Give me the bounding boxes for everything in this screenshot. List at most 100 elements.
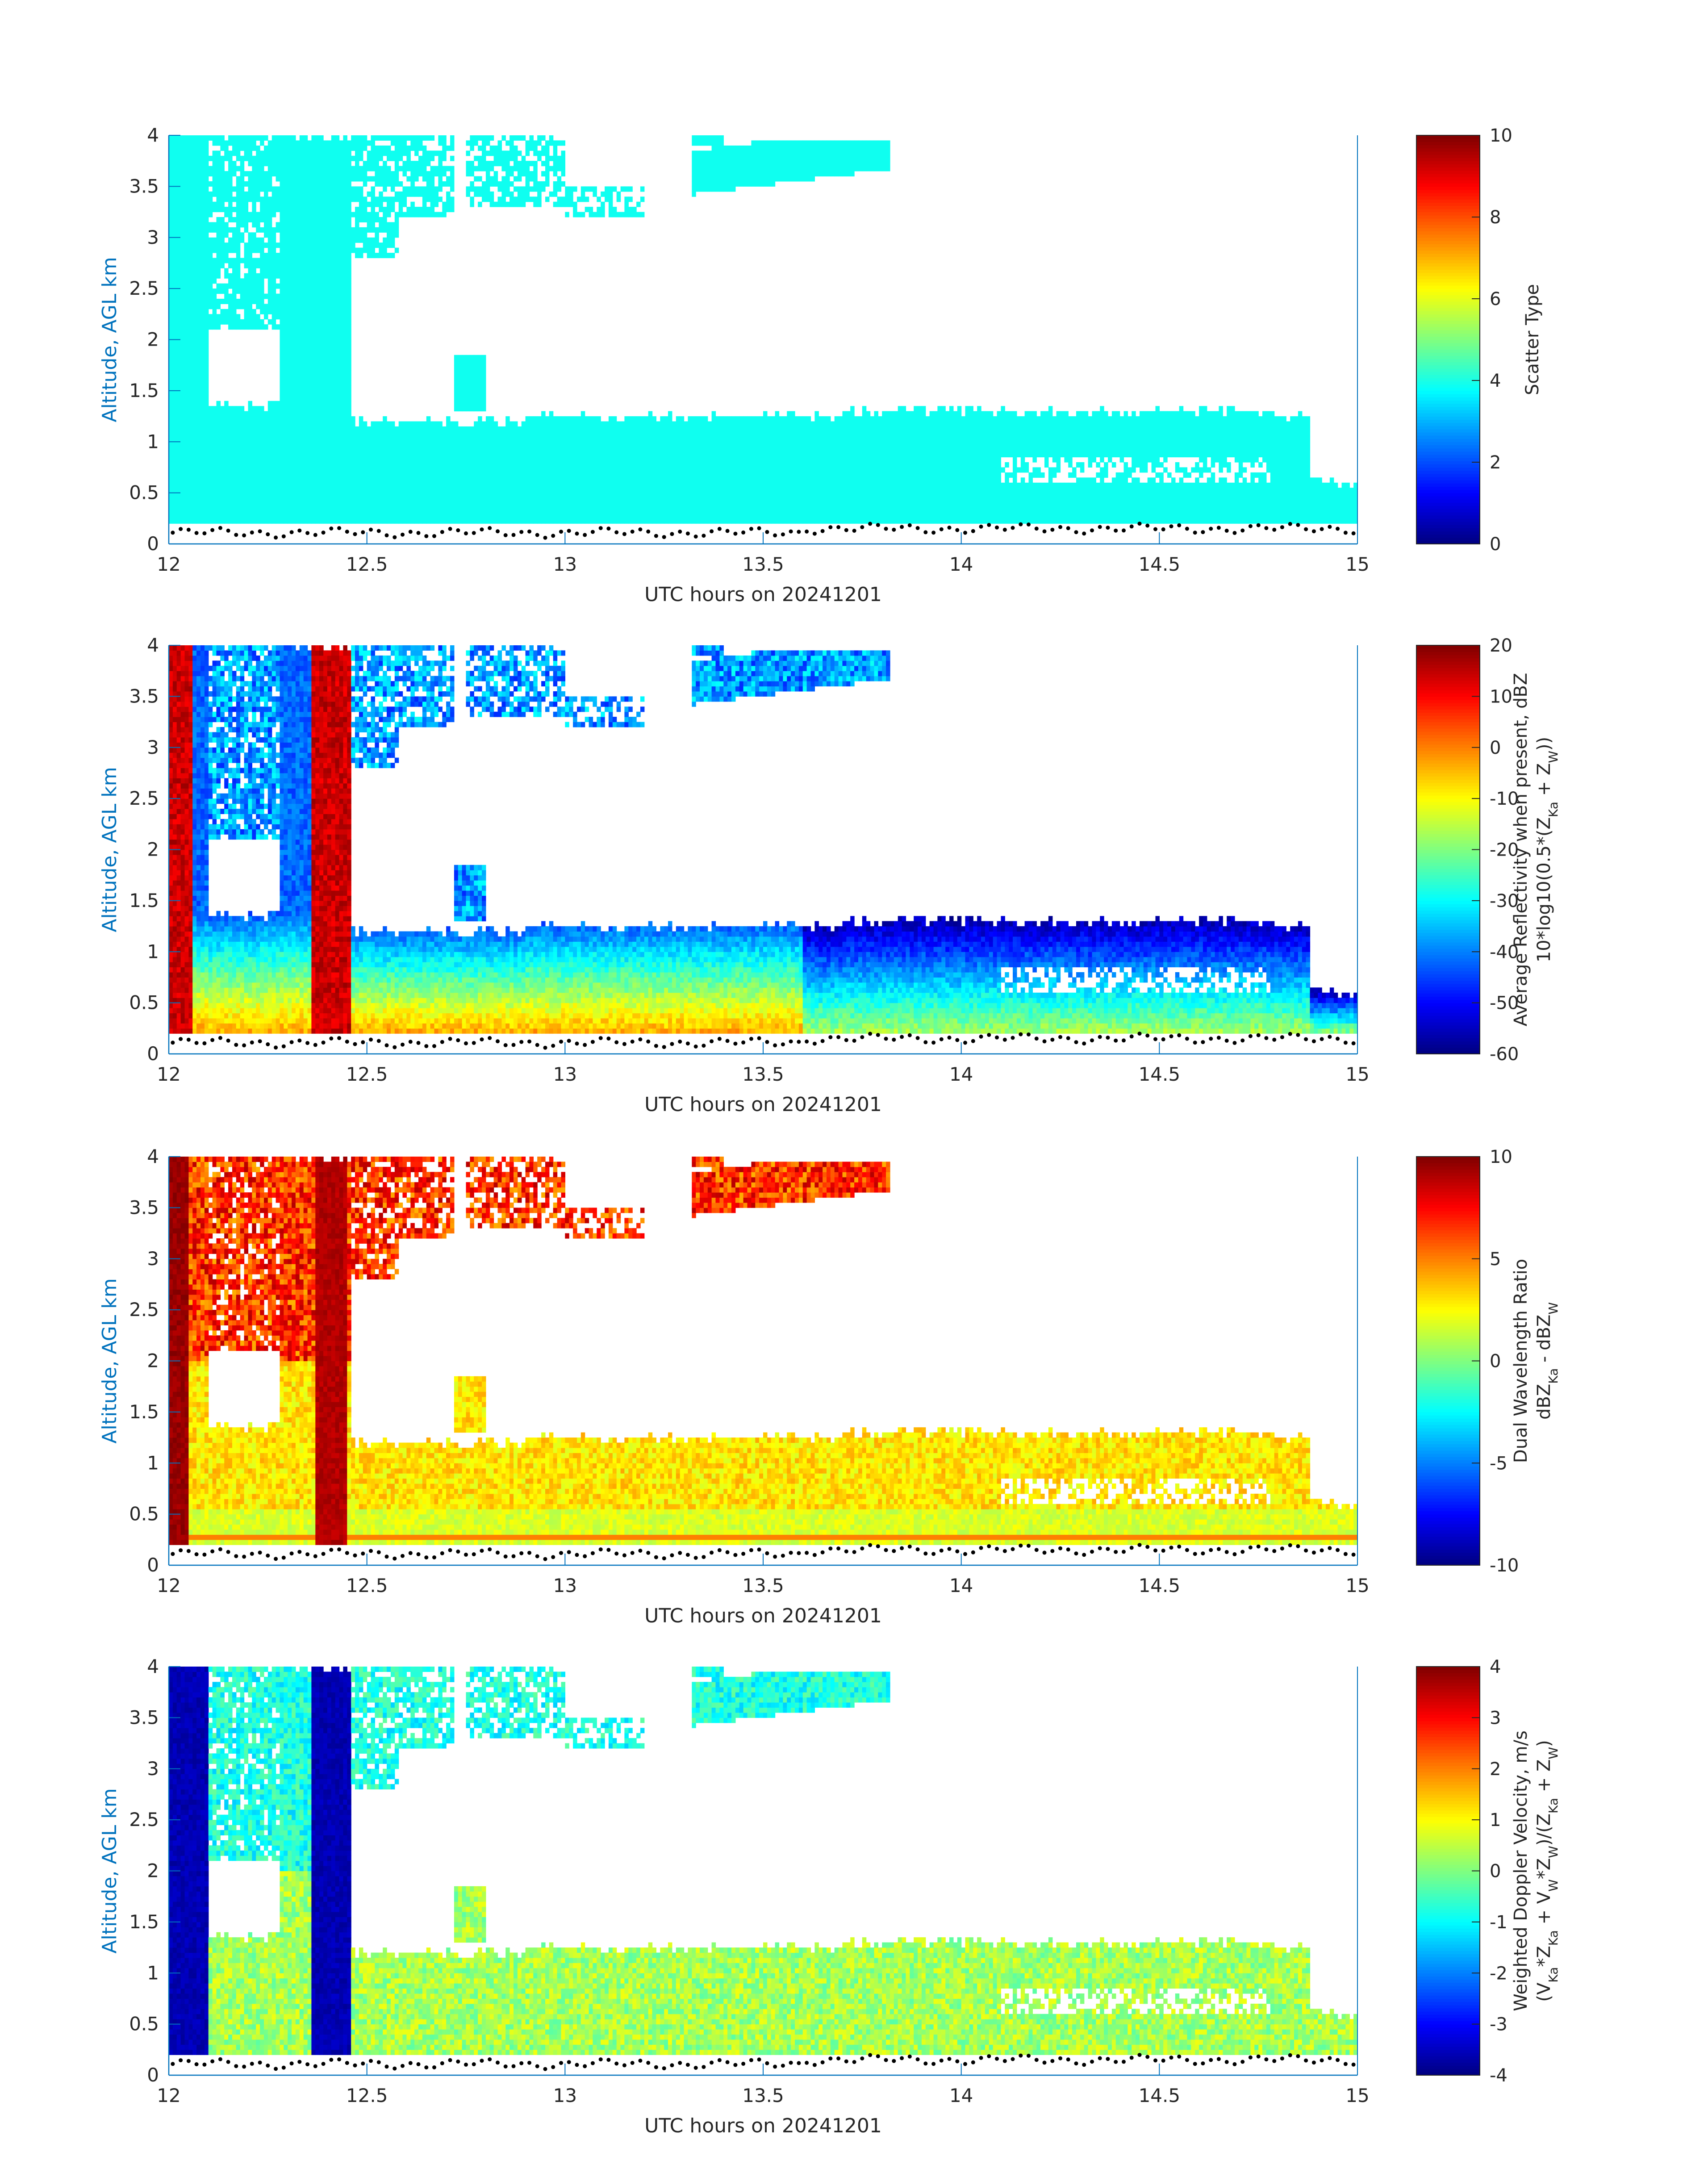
heatmap-cell [213, 273, 217, 279]
heatmap-cell [280, 396, 284, 401]
heatmap-cell [232, 166, 237, 171]
heatmap-cell [264, 207, 268, 212]
heatmap-cell [308, 422, 312, 427]
heatmap-cell [228, 309, 232, 314]
heatmap-cell [288, 457, 292, 463]
heatmap-cell [192, 242, 197, 248]
heatmap-cell [268, 238, 272, 243]
heatmap-cell [335, 406, 340, 411]
heatmap-cell [288, 166, 292, 171]
heatmap-cell [323, 222, 328, 227]
heatmap-cell [304, 263, 308, 268]
heatmap-cell [308, 498, 312, 503]
heatmap-cell [169, 452, 173, 457]
heatmap-cell [256, 135, 260, 141]
heatmap-cell [173, 401, 177, 406]
heatmap-cell [217, 202, 221, 207]
heatmap-cell [188, 238, 193, 243]
heatmap-cell [185, 330, 189, 335]
heatmap-cell [319, 146, 324, 151]
heatmap-cell [244, 411, 249, 417]
heatmap-cell [177, 498, 181, 503]
heatmap-cell [169, 309, 173, 314]
heatmap-cell [181, 278, 185, 284]
heatmap-cell [185, 360, 189, 365]
heatmap-cell [284, 457, 288, 463]
heatmap-cell [300, 324, 304, 330]
heatmap-cell [276, 503, 280, 509]
heatmap-cell [296, 422, 300, 427]
heatmap-cell [173, 304, 177, 309]
heatmap-cell [240, 146, 245, 151]
heatmap-cell [217, 324, 221, 330]
heatmap-cell [311, 278, 316, 284]
heatmap-cell [272, 314, 276, 319]
heatmap-cell [300, 467, 304, 472]
heatmap-cell [188, 503, 193, 509]
heatmap-cell [224, 156, 229, 161]
heatmap-cell [284, 345, 288, 350]
heatmap-cell [217, 477, 221, 483]
heatmap-cell [205, 442, 209, 447]
heatmap-cell [256, 288, 260, 294]
heatmap-cell [272, 452, 276, 457]
heatmap-cell [355, 248, 359, 253]
heatmap-cell [351, 248, 355, 253]
heatmap-cell [319, 508, 324, 514]
heatmap-cell [304, 319, 308, 325]
heatmap-cell [359, 498, 363, 503]
heatmap-cell [224, 258, 229, 263]
heatmap-cell [300, 477, 304, 483]
heatmap-cell [327, 140, 332, 146]
heatmap-cell [248, 258, 253, 263]
heatmap-cell [335, 422, 340, 427]
heatmap-cell [315, 345, 320, 350]
heatmap-cell [200, 330, 205, 335]
heatmap-cell [319, 304, 324, 309]
heatmap-cell [205, 196, 209, 202]
heatmap-cell [181, 345, 185, 350]
heatmap-cell [209, 242, 213, 248]
heatmap-cell [327, 304, 332, 309]
heatmap-cell [192, 171, 197, 176]
heatmap-cell [304, 411, 308, 417]
heatmap-cell [347, 273, 351, 279]
heatmap-cell [220, 258, 225, 263]
heatmap-cell [288, 176, 292, 182]
heatmap-cell [181, 146, 185, 151]
heatmap-cell [217, 299, 221, 304]
heatmap-cell [335, 396, 340, 401]
heatmap-cell [288, 437, 292, 442]
heatmap-cell [339, 171, 344, 176]
heatmap-cell [347, 299, 351, 304]
heatmap-cell [248, 253, 253, 258]
heatmap-cell [192, 416, 197, 422]
heatmap-cell [355, 518, 359, 524]
heatmap-cell [319, 248, 324, 253]
heatmap-cell [217, 242, 221, 248]
heatmap-cell [276, 135, 280, 141]
heatmap-cell [276, 176, 280, 182]
heatmap-cell [236, 498, 241, 503]
heatmap-cell [347, 207, 351, 212]
heatmap-cell [347, 284, 351, 289]
heatmap-cell [228, 156, 232, 161]
heatmap-cell [272, 401, 276, 406]
heatmap-cell [323, 334, 328, 340]
heatmap-cell [217, 503, 221, 509]
heatmap-cell [185, 166, 189, 171]
heatmap-cell [205, 161, 209, 166]
heatmap-cell [236, 150, 241, 156]
heatmap-cell [228, 447, 232, 452]
heatmap-cell [339, 457, 344, 463]
heatmap-cell [196, 319, 201, 325]
heatmap-cell [200, 498, 205, 503]
heatmap-cell [181, 503, 185, 509]
heatmap-cell [276, 411, 280, 417]
heatmap-cell [280, 222, 284, 227]
heatmap-cell [276, 477, 280, 483]
heatmap-cell [185, 431, 189, 437]
heatmap-cell [205, 467, 209, 472]
heatmap-cell [288, 263, 292, 268]
heatmap-cell [339, 186, 344, 192]
